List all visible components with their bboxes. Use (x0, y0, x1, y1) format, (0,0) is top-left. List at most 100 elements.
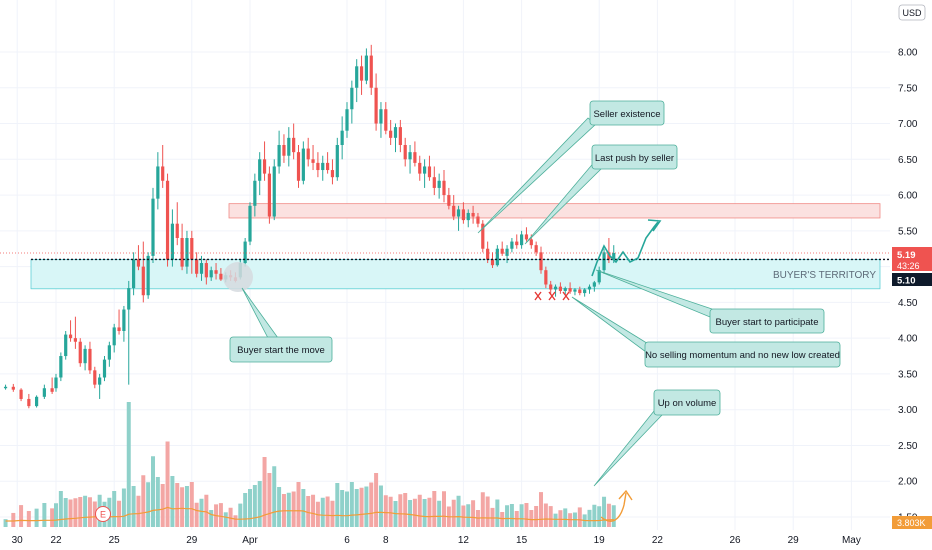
currency-button[interactable] (898, 4, 926, 21)
candle-body (35, 396, 39, 407)
last-push-note[interactable] (591, 144, 678, 170)
candle-body (495, 248, 499, 266)
candle-body (282, 145, 286, 156)
volume-bar (505, 505, 510, 527)
volume-bar (291, 491, 296, 527)
candle-body (3, 386, 8, 389)
callout-pointer (241, 287, 279, 339)
volume-bar (301, 489, 306, 527)
candle-body (301, 148, 305, 181)
volume-bar (412, 498, 417, 527)
candle-body (330, 170, 335, 178)
candle-body (54, 377, 58, 389)
volume-bar (456, 495, 461, 527)
volume-bar (500, 512, 505, 527)
candle-body (258, 159, 262, 181)
volume-bar (325, 496, 330, 527)
candle-body (476, 216, 480, 224)
candle-body (107, 345, 111, 360)
volume-bar (83, 495, 88, 527)
volume-bar (335, 483, 340, 527)
candle-body (219, 273, 223, 280)
candle-body (267, 173, 271, 217)
candle-body (27, 398, 31, 407)
buyer-start-move-note[interactable] (229, 336, 333, 363)
candle-body (102, 359, 107, 378)
volume-bar (398, 494, 403, 527)
seller-existence-note[interactable] (589, 100, 665, 126)
volume-value: 3.803K (897, 518, 926, 528)
time-tick-label: 30 (12, 535, 24, 546)
candle-body (127, 288, 131, 310)
volume-bar (78, 497, 83, 527)
time-tick-label: 29 (186, 535, 198, 546)
up-on-volume-note[interactable] (653, 389, 721, 416)
buyer-participate-note[interactable] (709, 308, 825, 334)
seller-existence-text: Seller existence (593, 109, 660, 120)
volume-bar (26, 511, 31, 527)
volume-bar (349, 482, 354, 527)
volume-bar (461, 505, 466, 527)
candle-body (335, 145, 339, 178)
candle-body (529, 239, 533, 246)
candle-body (146, 255, 150, 296)
candle-body (359, 66, 364, 81)
price-tick-label: 7.00 (898, 119, 918, 130)
candle-body (199, 263, 204, 274)
volume-bar (553, 513, 558, 527)
volume-bar (160, 484, 165, 527)
candle-body (413, 152, 417, 163)
price-tick-label: 6.50 (898, 155, 918, 166)
volume-bar (165, 441, 170, 527)
volume-bar (422, 499, 427, 527)
volume-bar (243, 493, 248, 527)
candle-body (364, 55, 368, 81)
candle-body (165, 180, 170, 260)
volume-bar (141, 475, 146, 527)
volume-bar (432, 491, 437, 527)
candle-body (432, 177, 436, 188)
volume-bar (524, 503, 529, 527)
volume-bar (50, 508, 55, 527)
volume-bar (451, 499, 456, 527)
volume-bar (209, 510, 214, 527)
volume-bar (359, 487, 364, 527)
candle-body (500, 248, 504, 254)
candle-body (408, 152, 412, 160)
candle-body (524, 234, 529, 240)
candle-body (50, 388, 54, 392)
volume-bar (563, 508, 568, 527)
volume-bar (228, 507, 233, 527)
volume-bar (480, 492, 485, 527)
volume-bar (330, 500, 335, 527)
volume-bar (509, 504, 514, 527)
volume-bar (267, 473, 272, 527)
volume-bar (417, 494, 422, 527)
volume-bar (218, 503, 223, 527)
volume-increase-arrowhead (618, 489, 633, 501)
annotation-drawings: Seller existence Last push by seller Buy… (95, 100, 841, 522)
candle-body (592, 282, 596, 287)
no-selling-momentum-note[interactable] (644, 341, 841, 368)
callout-pointer (571, 296, 651, 353)
time-axis[interactable]: 30 22 25 29 Apr 6 8 12 15 19 22 26 29 May (12, 535, 861, 546)
candle-body (437, 180, 441, 188)
candle-body (345, 109, 349, 131)
candle-body (466, 212, 470, 221)
earnings-marker[interactable] (95, 506, 111, 522)
volume-bar (257, 481, 262, 527)
volume-bar (42, 503, 47, 527)
candle-body (156, 166, 160, 199)
volume-bar (437, 500, 442, 527)
volume-bar (354, 489, 359, 527)
candle-body (306, 148, 310, 160)
candle-body (389, 130, 393, 138)
candle-body (549, 284, 553, 290)
candle-body (117, 327, 121, 331)
candle-body (583, 289, 587, 294)
candle-body (456, 209, 461, 217)
candle-body (384, 109, 388, 131)
candle-body (136, 259, 141, 267)
volume-bar (184, 486, 189, 527)
